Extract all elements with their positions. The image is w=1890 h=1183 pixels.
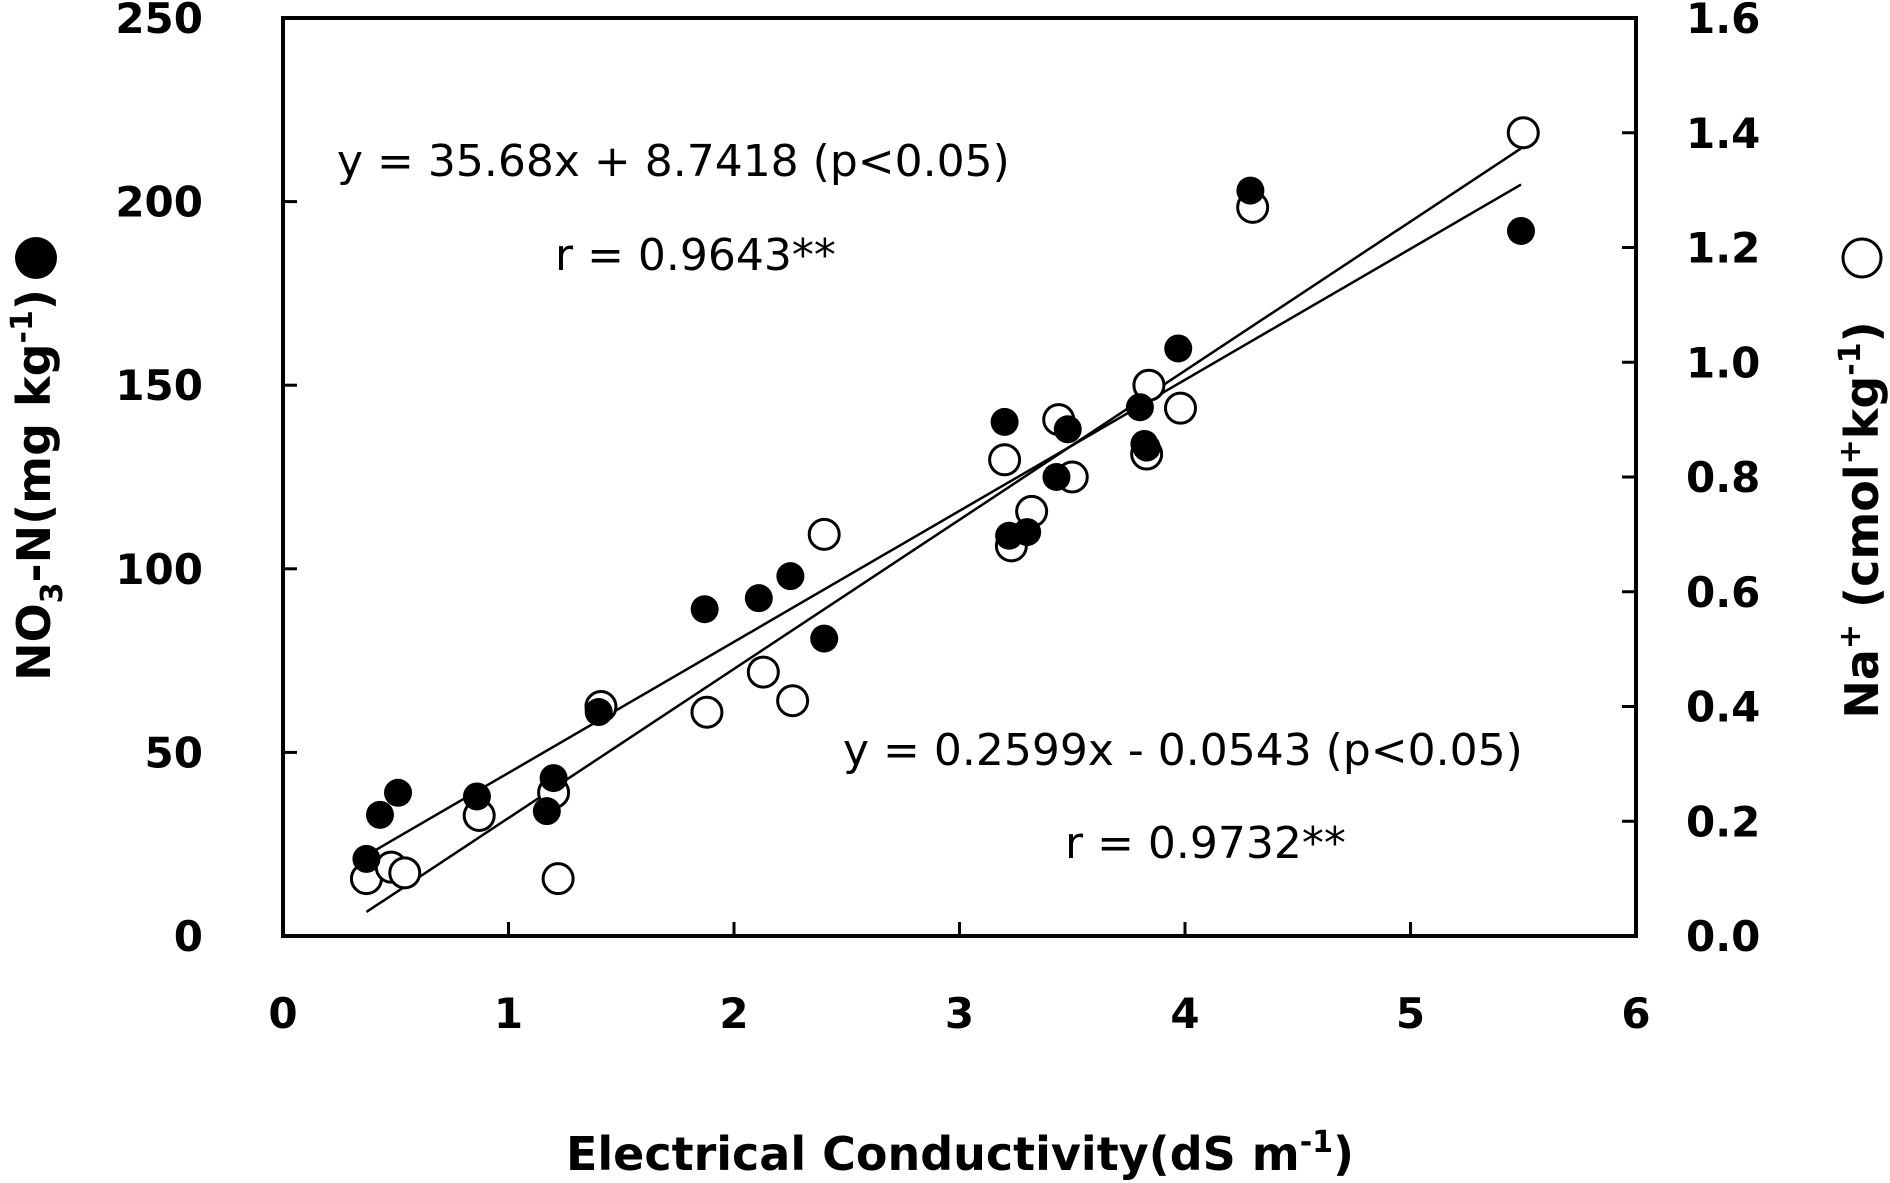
filled-circle-point (1042, 463, 1071, 491)
filled-circle-point (776, 562, 805, 591)
x-tick-label: 5 (1396, 989, 1425, 1038)
y-left-axis-title: NO3-N(mg kg-1) (5, 289, 70, 681)
y-right-tick-label: 0.2 (1686, 797, 1760, 846)
x-tick-label: 1 (494, 989, 523, 1038)
r-value-left: r = 0.9643** (555, 230, 836, 281)
filled-circle-point (462, 782, 491, 811)
y-right-tick-label: 1.0 (1686, 338, 1760, 387)
filled-circle-point (1125, 393, 1154, 422)
filled-circle-point (384, 778, 413, 807)
open-circle-point (776, 684, 810, 718)
x-tick-labels: 0 1 2 3 4 5 6 (268, 989, 1650, 1038)
filled-circle-point (1053, 415, 1082, 444)
filled-circle-point (990, 407, 1019, 436)
filled-circle-point (1236, 176, 1265, 205)
filled-circle-point (539, 764, 568, 793)
filled-circle-point (1506, 216, 1535, 245)
y-left-tick-label: 0 (174, 912, 203, 961)
y-left-tick-label: 250 (115, 0, 203, 43)
y-left-tick-label: 50 (145, 728, 203, 777)
y-right-axis-title: Na+ (cmol+kg-1) (1833, 321, 1889, 718)
x-tick-label: 0 (268, 989, 297, 1038)
filled-circle-point (532, 797, 561, 826)
filled-circle-point (810, 624, 839, 653)
equation-right: y = 0.2599x - 0.0543 (p<0.05) (843, 725, 1523, 776)
x-tick-label: 2 (719, 989, 748, 1038)
open-circle-point (988, 443, 1022, 477)
filled-circle-point (1130, 429, 1159, 458)
y-right-title-group: Na+ (cmol+kg-1) (1833, 237, 1889, 719)
y-left-tick-labels: 0 50 100 150 200 250 (115, 0, 203, 961)
open-circle-point (1163, 391, 1197, 425)
open-circle-point (541, 862, 575, 896)
filled-circle-point (584, 698, 613, 727)
equation-left: y = 35.68x + 8.7418 (p<0.05) (337, 136, 1010, 187)
y-left-title-group: NO3-N(mg kg-1) (5, 237, 70, 681)
y-right-tick-label: 0.4 (1686, 683, 1760, 732)
filled-circle-point (744, 584, 773, 613)
filled-circle-point (1013, 518, 1042, 547)
filled-circle-point (352, 844, 381, 873)
x-tick-label: 3 (945, 989, 974, 1038)
y-right-tick-label: 1.2 (1686, 224, 1760, 273)
open-circle-point (1506, 116, 1540, 150)
y-left-tick-label: 200 (115, 178, 203, 227)
y-right-tick-labels: 0.0 0.2 0.4 0.6 0.8 1.0 1.2 1.4 1.6 (1686, 0, 1760, 961)
open-circle-point (690, 695, 724, 729)
y-right-tick-label: 0.8 (1686, 453, 1760, 502)
regression-line-left (365, 183, 1522, 857)
axis-ticks (283, 131, 1636, 936)
filled-circle-point (365, 800, 394, 829)
y-left-tick-label: 150 (115, 361, 203, 410)
open-circle-point (388, 856, 422, 890)
filled-circle-point (690, 595, 719, 624)
y-left-tick-label: 100 (115, 545, 203, 594)
data-markers (349, 116, 1540, 896)
y-right-tick-label: 1.6 (1686, 0, 1760, 43)
filled-circle-legend-icon (15, 237, 57, 279)
y-right-tick-label: 1.4 (1686, 109, 1760, 158)
x-tick-label: 4 (1170, 989, 1199, 1038)
r-value-right: r = 0.9732** (1065, 818, 1346, 869)
y-right-tick-label: 0.0 (1686, 912, 1760, 961)
x-tick-label: 6 (1621, 989, 1650, 1038)
filled-circle-point (1164, 334, 1193, 363)
open-circle-point (807, 517, 841, 551)
open-circle-point (746, 655, 780, 689)
open-circle-legend-icon (1841, 237, 1883, 279)
x-axis-title: Electrical Conductivity(dS m-1) (566, 1125, 1354, 1181)
y-right-tick-label: 0.6 (1686, 568, 1760, 617)
